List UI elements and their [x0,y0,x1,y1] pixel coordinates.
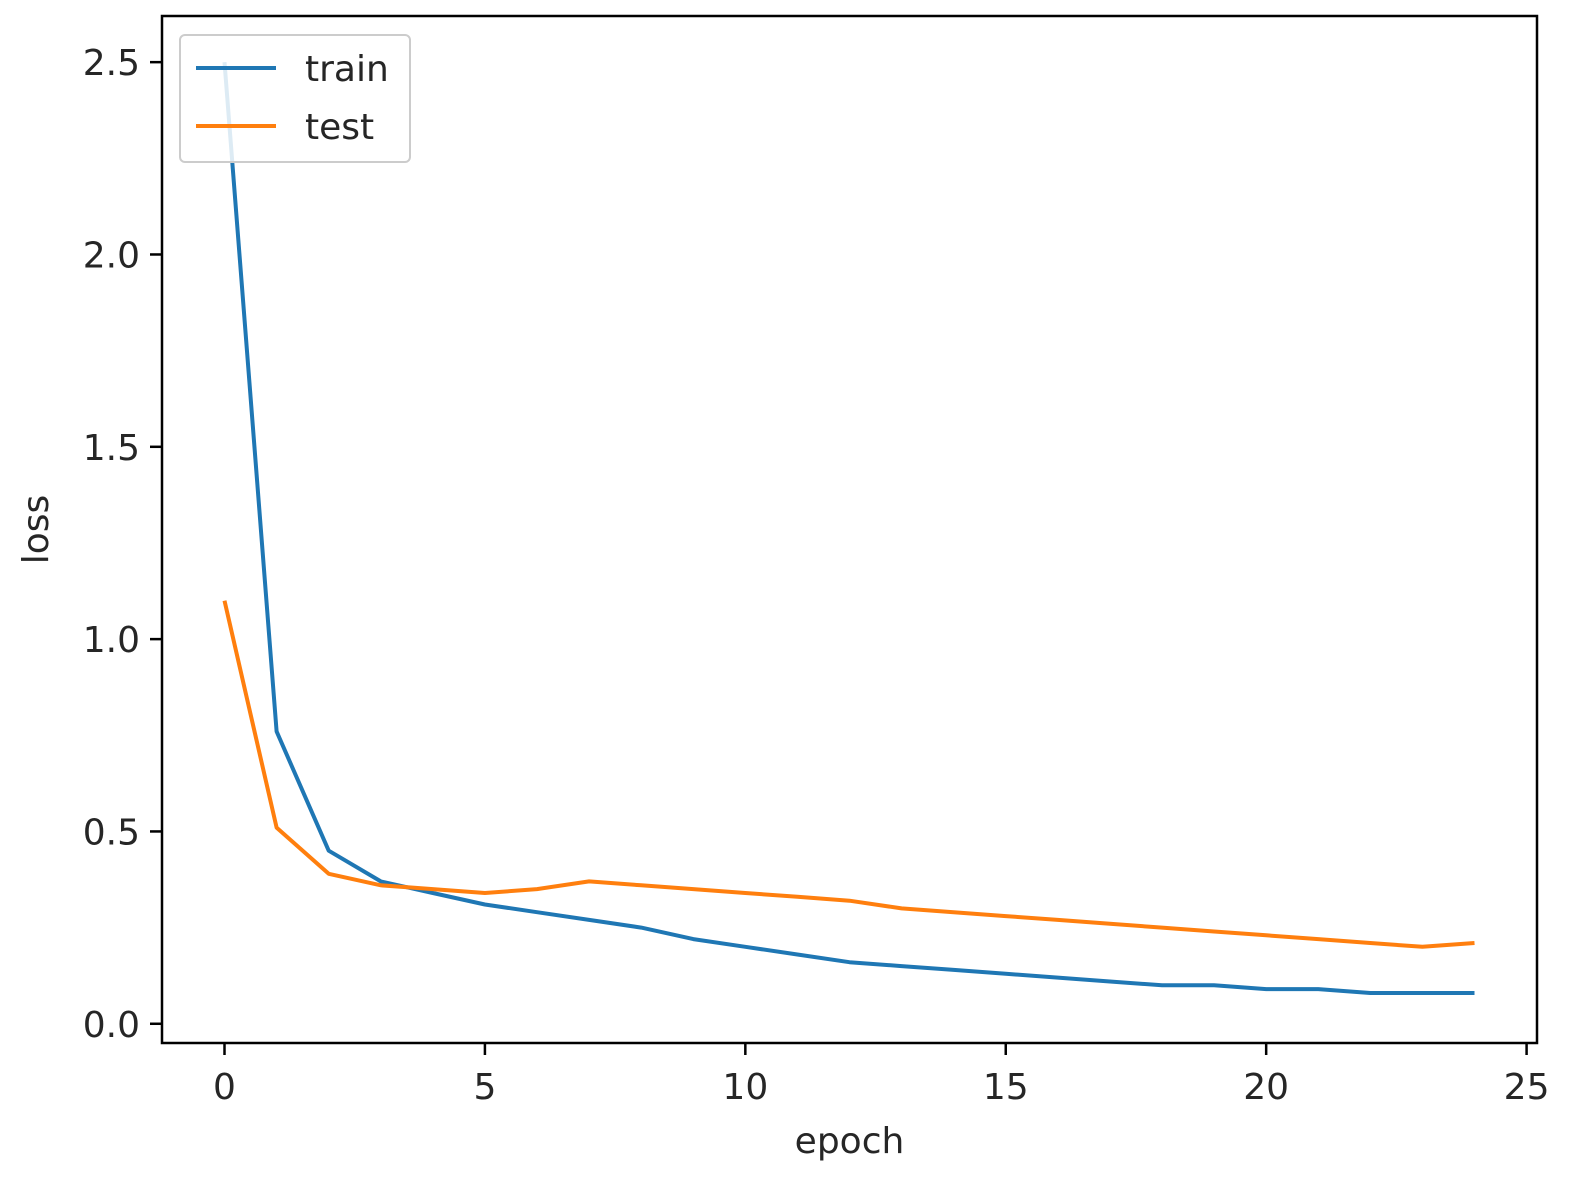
series-line-train [222,62,1475,995]
x-tick-label: 5 [473,1067,496,1108]
x-tick-label: 25 [1504,1067,1550,1108]
y-tick-label: 2.5 [83,43,140,84]
x-axis-label: epoch [795,1121,905,1162]
x-axis: 0 5 10 15 20 25 [213,1043,1549,1108]
legend-label-train: train [305,49,389,90]
y-axis-label: loss [16,495,57,565]
series-layer [222,62,1475,995]
y-tick-label: 1.0 [83,620,140,661]
plot-frame [160,14,1539,1045]
y-tick-label: 2.0 [83,235,140,276]
x-tick-label: 20 [1243,1067,1289,1108]
y-tick-label: 0.0 [83,1005,140,1046]
y-tick-label: 0.5 [83,812,140,853]
y-axis: 0.0 0.5 1.0 1.5 2.0 2.5 [83,43,162,1046]
legend: train test [179,34,411,163]
y-tick-label: 1.5 [83,428,140,469]
x-tick-label: 10 [722,1067,768,1108]
legend-label-test: test [305,107,374,148]
series-line-test [222,600,1475,949]
x-tick-label: 15 [983,1067,1029,1108]
x-tick-label: 0 [213,1067,236,1108]
